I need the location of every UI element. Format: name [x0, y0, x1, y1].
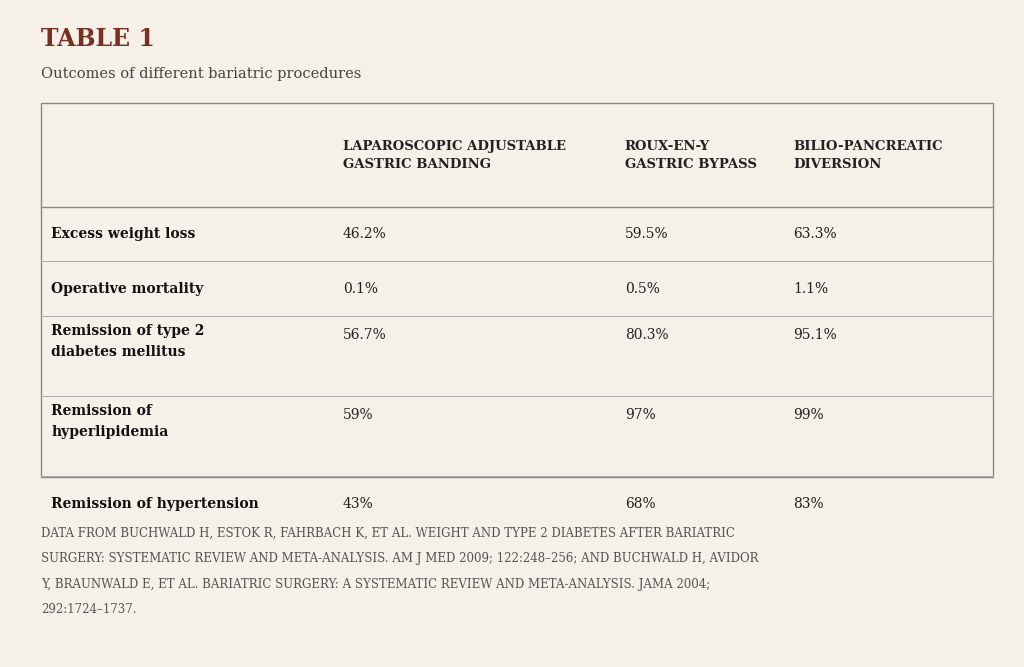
Text: ROUX-EN-Y
GASTRIC BYPASS: ROUX-EN-Y GASTRIC BYPASS: [625, 139, 757, 171]
Text: Remission of type 2
diabetes mellitus: Remission of type 2 diabetes mellitus: [51, 324, 205, 359]
Text: 292:1724–1737.: 292:1724–1737.: [41, 603, 136, 616]
Text: 95.1%: 95.1%: [794, 328, 838, 342]
Text: 97%: 97%: [625, 408, 655, 422]
Text: Operative mortality: Operative mortality: [51, 282, 204, 295]
Text: 0.5%: 0.5%: [625, 282, 659, 295]
Text: 80.3%: 80.3%: [625, 328, 669, 342]
Text: BILIO-PANCREATIC
DIVERSION: BILIO-PANCREATIC DIVERSION: [794, 139, 943, 171]
Text: Remission of hypertension: Remission of hypertension: [51, 497, 259, 510]
Text: Remission of
hyperlipidemia: Remission of hyperlipidemia: [51, 404, 169, 439]
Text: 59%: 59%: [343, 408, 374, 422]
Text: Excess weight loss: Excess weight loss: [51, 227, 196, 241]
Text: 59.5%: 59.5%: [625, 227, 669, 241]
Text: 63.3%: 63.3%: [794, 227, 838, 241]
Text: 56.7%: 56.7%: [343, 328, 387, 342]
Text: 1.1%: 1.1%: [794, 282, 828, 295]
Text: DATA FROM BUCHWALD H, ESTOK R, FAHRBACH K, ET AL. WEIGHT AND TYPE 2 DIABETES AFT: DATA FROM BUCHWALD H, ESTOK R, FAHRBACH …: [41, 527, 735, 540]
Text: Outcomes of different bariatric procedures: Outcomes of different bariatric procedur…: [41, 67, 361, 81]
Text: 83%: 83%: [794, 497, 824, 510]
Text: 43%: 43%: [343, 497, 374, 510]
Text: LAPAROSCOPIC ADJUSTABLE
GASTRIC BANDING: LAPAROSCOPIC ADJUSTABLE GASTRIC BANDING: [343, 139, 566, 171]
Text: 99%: 99%: [794, 408, 824, 422]
Text: 46.2%: 46.2%: [343, 227, 387, 241]
Text: 68%: 68%: [625, 497, 655, 510]
Text: Y, BRAUNWALD E, ET AL. BARIATRIC SURGERY: A SYSTEMATIC REVIEW AND META-ANALYSIS.: Y, BRAUNWALD E, ET AL. BARIATRIC SURGERY…: [41, 578, 711, 590]
Text: SURGERY: SYSTEMATIC REVIEW AND META-ANALYSIS. AM J MED 2009; 122:248–256; AND BU: SURGERY: SYSTEMATIC REVIEW AND META-ANAL…: [41, 552, 759, 565]
Text: 0.1%: 0.1%: [343, 282, 378, 295]
Text: TABLE 1: TABLE 1: [41, 27, 155, 51]
